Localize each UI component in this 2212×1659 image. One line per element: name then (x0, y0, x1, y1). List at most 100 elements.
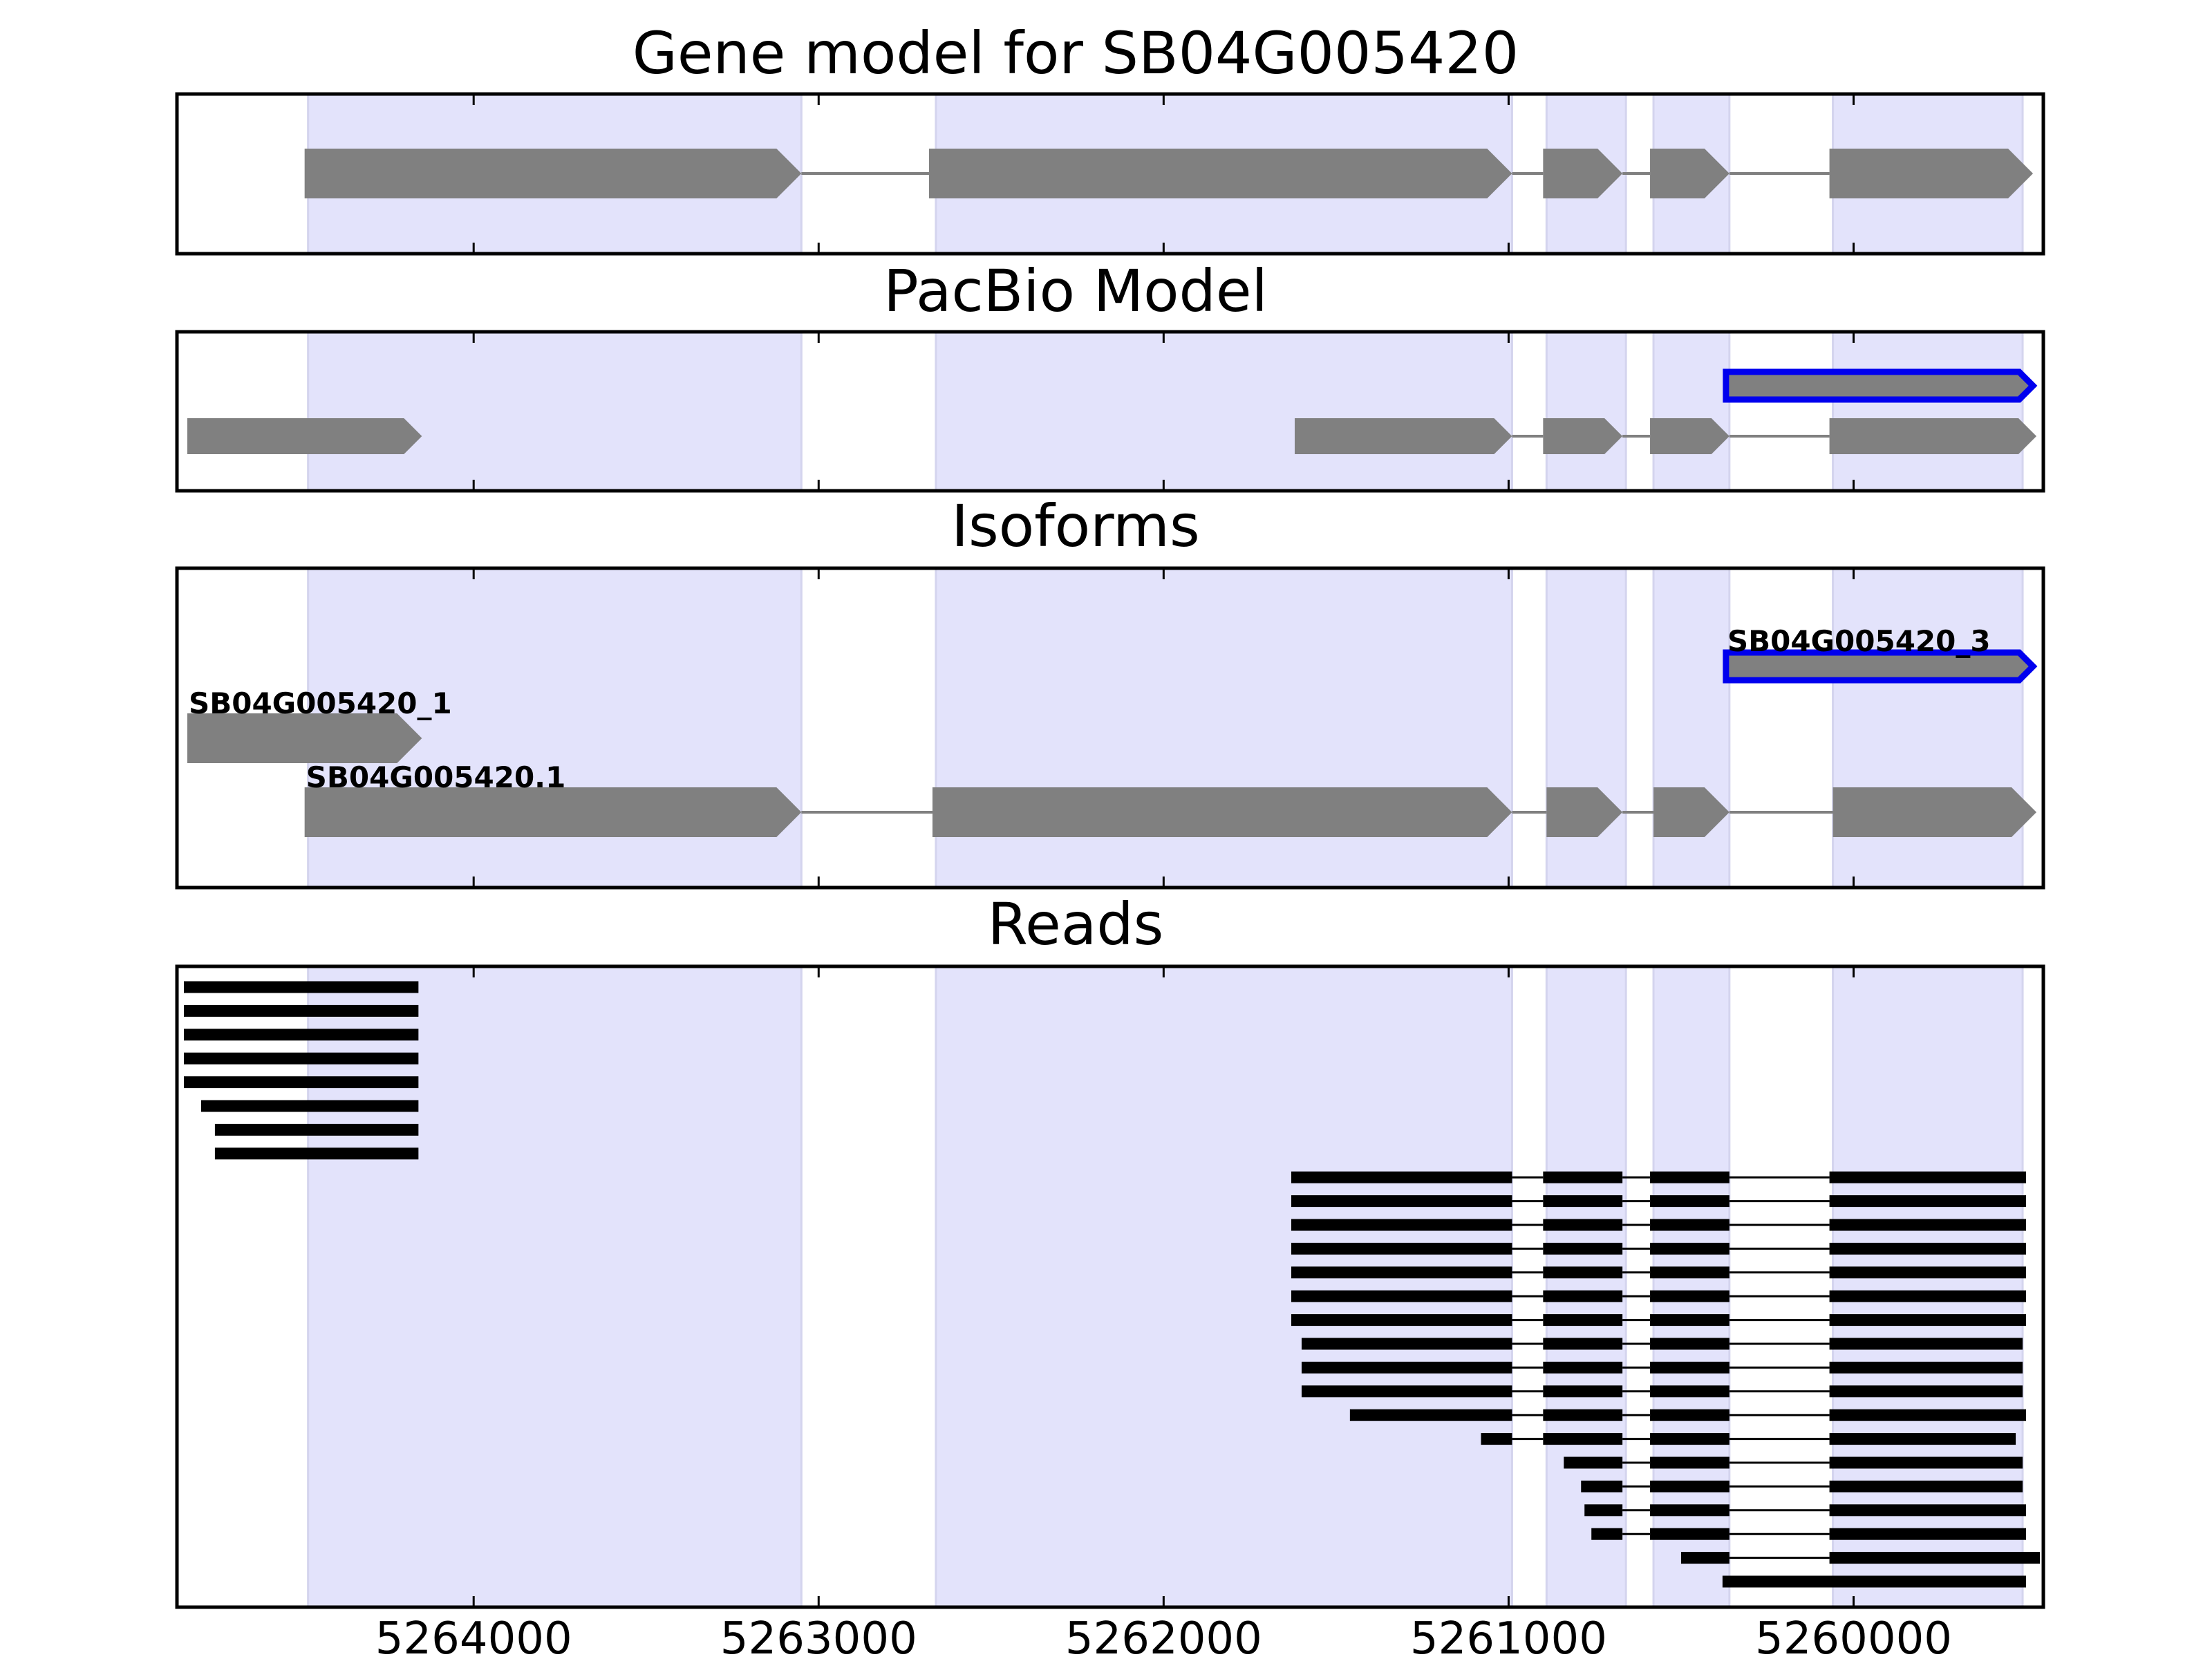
read-segment (183, 1052, 419, 1065)
highlight-region (935, 330, 1513, 492)
read-segment (1543, 1219, 1623, 1231)
highlight-region (1545, 965, 1627, 1609)
read-segment (1650, 1409, 1730, 1421)
exon-shape (1295, 418, 1512, 454)
read-segment (1650, 1242, 1730, 1255)
text-layer: Gene model for SB04G005420 PacBio Model SB… (189, 19, 1991, 1659)
exon-shape (1829, 149, 2034, 198)
x-tick-label: 5260000 (1755, 1613, 1952, 1659)
read-segment (1829, 1338, 2023, 1350)
read-segment (1543, 1338, 1623, 1350)
highlight-region (1832, 330, 2024, 492)
x-tick-label: 5264000 (375, 1613, 572, 1659)
x-tick-label: 5262000 (1065, 1613, 1262, 1659)
read-segment (1291, 1266, 1512, 1279)
read-segment (1291, 1171, 1512, 1183)
x-tick-label: 5261000 (1410, 1613, 1607, 1659)
read-segment (1829, 1171, 2027, 1183)
read-segment (1301, 1385, 1512, 1398)
read-segment (1543, 1361, 1623, 1374)
highlight-region (935, 567, 1513, 889)
read-segment (1291, 1290, 1512, 1302)
exon-shape (1833, 787, 2037, 837)
read-segment (183, 1076, 419, 1089)
read-segment (1564, 1456, 1623, 1469)
read-segment (1829, 1219, 2027, 1231)
read-segment (1291, 1314, 1512, 1327)
read-segment (200, 1100, 419, 1112)
panel-frame (175, 330, 2045, 493)
read-segment (1650, 1338, 1730, 1350)
isoform-label: SB04G005420.1 (306, 760, 566, 794)
read-segment (1301, 1361, 1512, 1374)
selected-exon-shape (1723, 649, 2038, 684)
highlight-region (307, 330, 803, 492)
isoform-label: SB04G005420_1 (189, 686, 452, 720)
read-segment (1829, 1242, 2027, 1255)
highlight-region (1832, 965, 2024, 1609)
read-segment (1650, 1219, 1730, 1231)
read-segment (1829, 1528, 2027, 1540)
read-segment (1481, 1433, 1512, 1445)
exon-shape (928, 149, 1512, 198)
frame-layer (175, 92, 2045, 1609)
x-tick-label: 5263000 (720, 1613, 917, 1659)
read-segment (214, 1123, 419, 1136)
read-segment (1543, 1409, 1623, 1421)
read-segment (1829, 1504, 2027, 1517)
read-segment (1722, 1575, 2027, 1588)
read-segment (1829, 1552, 2041, 1564)
read-segment (1650, 1528, 1730, 1540)
read-segment (1650, 1266, 1730, 1279)
exon-shape (304, 149, 802, 198)
read-segment (1543, 1195, 1623, 1208)
highlight-region (1832, 567, 2024, 889)
read-segment (1829, 1314, 2027, 1327)
read-segment (1829, 1361, 2023, 1374)
panel-frame (175, 92, 2045, 256)
highlight-region (935, 965, 1513, 1609)
exon-shape (1650, 149, 1730, 198)
read-segment (1829, 1266, 2027, 1279)
read-segment (1543, 1314, 1623, 1327)
read-segment (1581, 1480, 1623, 1492)
highlight-region (1652, 330, 1731, 492)
exon-shape (1650, 418, 1730, 454)
read-segment (1650, 1171, 1730, 1183)
panel-title: Reads (988, 890, 1164, 958)
read-segment (1650, 1195, 1730, 1208)
read-segment (1829, 1456, 2023, 1469)
read-segment (1349, 1409, 1512, 1421)
read-segment (1543, 1290, 1623, 1302)
exon-shape (932, 787, 1512, 837)
read-segment (1650, 1504, 1730, 1517)
read-segment (1543, 1171, 1623, 1183)
read-segment (1829, 1385, 2023, 1398)
read-segment (1291, 1242, 1512, 1255)
read-segment (1650, 1290, 1730, 1302)
read-segment (1829, 1195, 2027, 1208)
read-segment (1829, 1433, 2016, 1445)
exon-shape (187, 713, 422, 763)
read-segment (1650, 1480, 1730, 1492)
panel-frame (175, 964, 2045, 1609)
selected-exon-shape (1723, 368, 2038, 403)
highlight-region (307, 965, 803, 1609)
highlight-region (1545, 330, 1627, 492)
read-segment (1650, 1456, 1730, 1469)
read-segment (1543, 1433, 1623, 1445)
read-segment (183, 1004, 419, 1017)
panel-title: Isoforms (951, 492, 1200, 560)
panel-title: Gene model for SB04G005420 (632, 19, 1519, 87)
highlight-region (1652, 965, 1731, 1609)
read-segment (1680, 1552, 1730, 1564)
read-segment (1591, 1528, 1623, 1540)
read-segment (1291, 1219, 1512, 1231)
panel-frame (175, 566, 2045, 890)
exon-shape (1543, 418, 1623, 454)
read-segment (1543, 1385, 1623, 1398)
read-segment (1829, 1480, 2023, 1492)
read-segment (1291, 1195, 1512, 1208)
read-segment (1829, 1409, 2027, 1421)
